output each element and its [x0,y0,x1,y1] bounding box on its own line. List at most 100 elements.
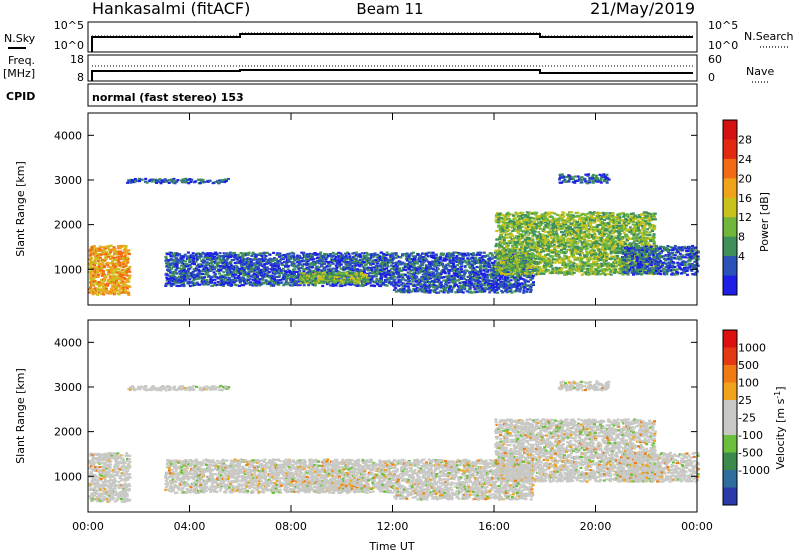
echo-cell [515,245,519,248]
echo-cell [433,258,437,261]
echo-cell [340,284,344,287]
echo-cell [369,253,373,256]
echo-cell [379,284,383,288]
echo-cell [175,272,179,275]
echo-cell [332,274,336,277]
echo-cell [224,280,228,283]
echo-cell [398,273,402,276]
echo-cell [308,252,312,255]
echo-cell [462,281,466,284]
echo-cell [539,272,543,275]
echo-cell [397,281,401,284]
echo-cell [194,278,198,281]
echo-cell [410,275,413,278]
echo-cell [328,265,331,268]
echo-cell [225,262,229,265]
echo-cell [330,279,334,282]
echo-cell [337,279,341,282]
echo-cell [214,266,218,269]
echo-cell [495,229,499,233]
echo-cell [263,263,267,266]
echo-cell [116,289,119,292]
echo-cell [438,261,442,264]
echo-cell [170,259,173,262]
echo-cell [309,258,313,261]
echo-cell [490,261,494,264]
echo-cell [542,250,546,253]
echo-cell [285,254,289,257]
echo-cell [124,263,128,266]
echo-cell [93,259,97,262]
echo-cell [416,289,420,292]
echo-cell [125,287,129,290]
echo-cell [276,279,280,282]
echo-cell [271,259,275,262]
echo-cell [518,284,522,287]
echo-cell [526,288,530,291]
echo-cell [122,260,126,264]
echo-cell [519,240,522,243]
echo-cell [96,293,100,296]
echo-cell [272,280,276,283]
echo-cell [263,270,266,273]
echo-cell [197,268,201,271]
echo-cell [426,284,430,287]
echo-cell [463,286,467,289]
echo-cell [358,274,361,277]
echo-cell [474,271,478,274]
echo-cell [193,269,197,272]
echo-cell [117,252,121,255]
echo-cell [459,260,463,263]
echo-cell [386,278,390,281]
echo-cell [563,248,567,251]
echo-cell [335,277,338,280]
echo-cell [272,270,276,273]
echo-cell [290,275,293,278]
echo-cell [316,278,320,281]
echo-cell [193,273,197,276]
echo-cell [227,262,231,265]
echo-cell [120,291,124,294]
echo-cell [365,272,369,275]
echo-cell [428,267,432,270]
echo-cell [424,264,428,267]
echo-cell [168,269,172,272]
echo-cell [382,269,386,272]
echo-cell [246,276,250,279]
echo-cell [280,258,283,261]
echo-cell [264,281,268,284]
echo-cell [467,280,471,283]
echo-cell [421,252,425,255]
echo-cell [342,255,346,258]
echo-cell [509,272,513,275]
echo-cell [178,259,182,262]
echo-cell [216,277,220,280]
echo-cell [428,281,431,284]
echo-cell [230,254,234,257]
echo-cell [206,263,210,266]
echo-cell [516,269,519,273]
echo-cell [277,281,281,284]
echo-cell [188,267,192,270]
echo-cell [350,259,354,262]
echo-cell [508,263,512,266]
echo-cell [423,281,427,284]
echo-cell [498,250,502,253]
echo-cell [266,268,270,271]
echo-cell [437,284,441,287]
echo-cell [246,257,250,260]
echo-cell [376,262,380,265]
echo-cell [514,249,518,252]
echo-cell [233,256,237,259]
echo-cell [178,261,182,264]
echo-cell [504,283,508,286]
echo-cell [506,273,510,276]
echo-cell [479,285,483,288]
echo-cell [237,274,241,277]
echo-cell [531,276,535,279]
echo-cell [282,253,286,257]
echo-cell [456,264,460,267]
nsky-left-tick-top: 10^5 [54,19,84,32]
echo-cell [262,282,266,285]
echo-cell [286,268,290,271]
